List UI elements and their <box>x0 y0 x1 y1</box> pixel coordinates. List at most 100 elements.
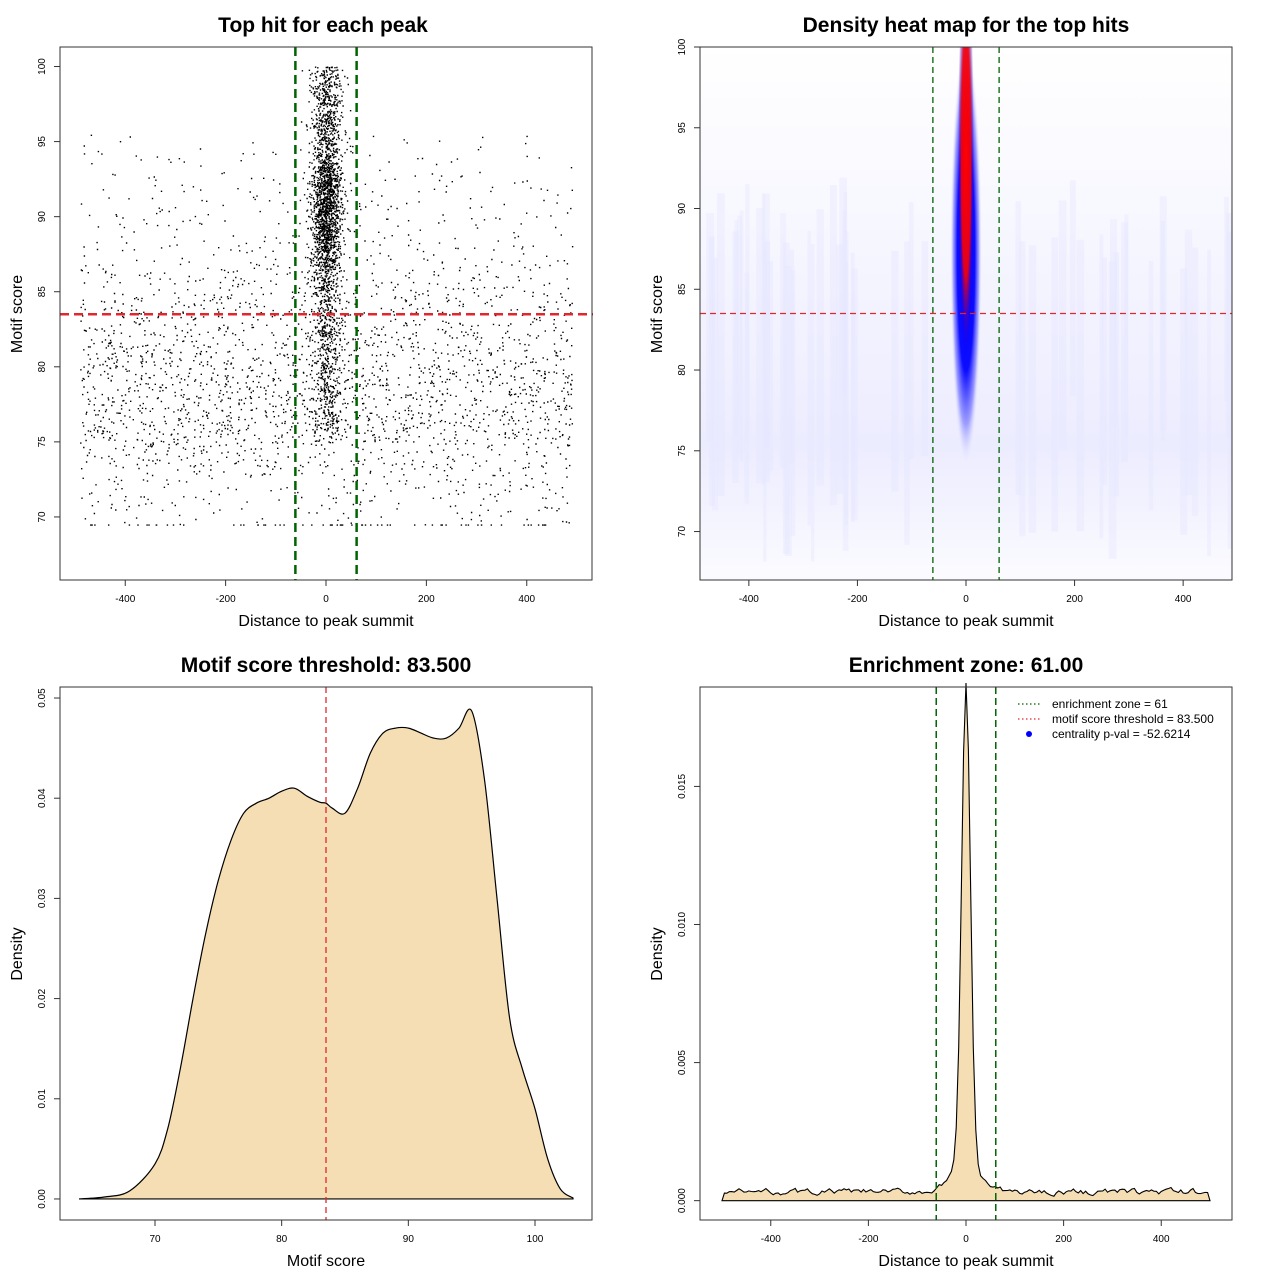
heatmap-streak <box>706 213 715 442</box>
heatmap-streak <box>716 193 725 496</box>
distance-density-area <box>721 682 1211 1202</box>
heatmap-streak <box>756 208 764 484</box>
y-tick-label: 100 <box>37 58 48 75</box>
scatter-x-label: Distance to peak summit <box>238 613 414 630</box>
y-tick-label: 0.02 <box>37 988 48 1008</box>
distance-density-legend: enrichment zone = 61 motif score thresho… <box>1018 697 1214 741</box>
heatmap-streak <box>1207 249 1211 557</box>
heatmap-streak <box>1099 234 1104 539</box>
y-tick-label: 0.01 <box>37 1089 48 1109</box>
scatter-y-label: Motif score <box>9 275 26 353</box>
heatmap-streak <box>842 261 849 551</box>
score-density-title: Motif score threshold: 83.500 <box>181 654 472 677</box>
legend-zone-label: enrichment zone = 61 <box>1052 697 1168 711</box>
heatmap-streak <box>850 252 855 522</box>
heatmap-streak <box>739 210 744 462</box>
y-tick-label: 0.005 <box>677 1050 688 1075</box>
heatmap-streak <box>709 236 715 506</box>
score-density-panel: Motif score threshold: 83.500 70 80 90 100 … <box>9 654 593 1270</box>
x-tick-label: 100 <box>527 1234 544 1245</box>
heatmap-peak-core <box>958 47 974 358</box>
heatmap-streak <box>1224 197 1229 402</box>
x-tick-label: -400 <box>761 1234 781 1245</box>
heatmap-streak <box>1051 237 1059 532</box>
x-tick-label: 80 <box>276 1234 288 1245</box>
y-tick-label: 80 <box>677 364 688 376</box>
heatmap-x-axis: -400 -200 0 200 400 <box>739 580 1192 605</box>
x-tick-label: 200 <box>1066 594 1083 605</box>
score-density-y-label: Density <box>9 927 26 980</box>
heatmap-streak <box>1109 219 1117 427</box>
scatter-y-axis: 70 75 80 85 90 95 100 <box>37 58 60 523</box>
x-tick-label: -200 <box>858 1234 878 1245</box>
heatmap-streak <box>1076 239 1085 532</box>
score-density-area <box>78 708 574 1200</box>
heatmap-panel: Density heat map for the top hits -400 -2… <box>649 14 1233 630</box>
distance-density-x-axis: -400 -200 0 200 400 <box>761 1220 1170 1245</box>
y-tick-label: 75 <box>37 436 48 448</box>
score-density-y-axis: 0.00 0.01 0.02 0.03 0.04 0.05 <box>37 688 60 1209</box>
heatmap-streak <box>745 184 750 442</box>
y-tick-label: 100 <box>677 38 688 55</box>
heatmap-streak <box>1028 245 1037 533</box>
heatmap-streak <box>829 185 837 506</box>
heatmap-streak <box>851 268 858 521</box>
y-tick-label: 0.015 <box>677 773 688 798</box>
heatmap-streak <box>1019 241 1026 537</box>
heatmap-streak <box>784 266 792 556</box>
scatter-point-cloud <box>80 66 574 526</box>
heatmap-streak <box>1114 252 1120 497</box>
x-tick-label: 90 <box>403 1234 415 1245</box>
y-tick-label: 0.04 <box>37 788 48 808</box>
heatmap-streak <box>904 241 910 545</box>
heatmap-streak <box>763 193 770 447</box>
heatmap-streak <box>811 244 815 562</box>
heatmap-streak <box>843 192 848 393</box>
heatmap-streak <box>839 177 847 398</box>
x-tick-label: 200 <box>1055 1234 1072 1245</box>
x-tick-label: 400 <box>1175 594 1192 605</box>
x-tick-label: -200 <box>216 594 236 605</box>
heatmap-density <box>700 47 1232 580</box>
heatmap-streak <box>842 210 847 480</box>
score-density-x-label: Motif score <box>287 1253 365 1270</box>
heatmap-streak <box>1015 201 1022 495</box>
distance-density-y-axis: 0.000 0.005 0.010 0.015 <box>677 773 700 1213</box>
heatmap-streak <box>763 241 771 483</box>
x-tick-label: 400 <box>1153 1234 1170 1245</box>
heatmap-streak <box>737 215 743 456</box>
y-tick-label: 0.00 <box>37 1189 48 1209</box>
y-tick-label: 95 <box>677 122 688 134</box>
heatmap-y-axis: 70 75 80 85 90 95 100 <box>677 38 700 537</box>
y-tick-label: 70 <box>677 526 688 538</box>
heatmap-streak <box>744 272 750 504</box>
y-tick-label: 85 <box>37 286 48 298</box>
heatmap-streak <box>734 220 738 435</box>
heatmap-y-label: Motif score <box>649 275 666 353</box>
score-density-x-axis: 70 80 90 100 <box>149 1220 544 1245</box>
heatmap-streak <box>807 231 812 526</box>
heatmap-streak <box>1191 247 1199 517</box>
heatmap-streak <box>1180 268 1188 535</box>
distance-density-x-label: Distance to peak summit <box>878 1253 1054 1270</box>
heatmap-streak <box>816 209 824 486</box>
y-tick-label: 75 <box>677 445 688 457</box>
heatmap-title: Density heat map for the top hits <box>803 14 1130 37</box>
y-tick-label: 0.010 <box>677 912 688 937</box>
heatmap-streak <box>732 231 739 483</box>
heatmap-streak <box>921 241 929 456</box>
heatmap-streak <box>789 249 795 464</box>
distance-density-title: Enrichment zone: 61.00 <box>849 654 1084 677</box>
heatmap-streak <box>1121 222 1128 463</box>
legend-threshold-label: motif score threshold = 83.500 <box>1052 712 1214 726</box>
heatmap-streak <box>791 269 796 537</box>
y-tick-label: 0.03 <box>37 888 48 908</box>
heatmap-streak <box>711 257 719 511</box>
heatmap-streak <box>1058 200 1067 450</box>
heatmap-streak <box>1184 229 1193 495</box>
scatter-points <box>80 66 574 526</box>
x-tick-label: 0 <box>323 594 329 605</box>
heatmap-streak <box>908 202 914 459</box>
heatmap-streak <box>761 193 766 485</box>
